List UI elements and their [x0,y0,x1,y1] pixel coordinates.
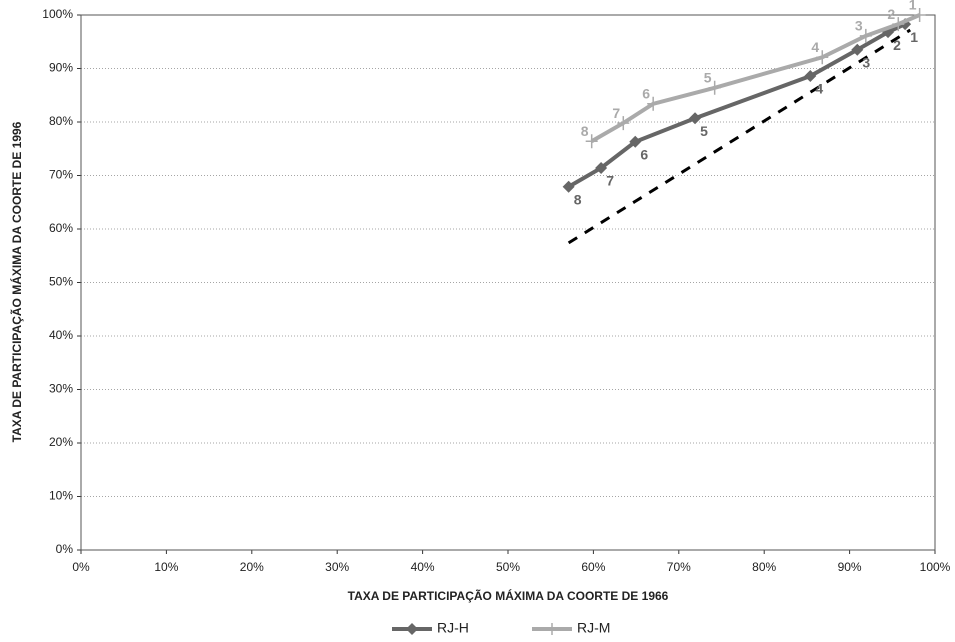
series-line [567,22,906,189]
y-tick-label: 10% [49,489,73,503]
reference-line [567,28,912,245]
plot-frame [80,14,936,551]
point-marker [689,112,702,125]
point-label: 2 [893,37,901,53]
point-label: 1 [909,0,917,13]
y-tick-label: 70% [49,168,73,182]
series-line [590,13,921,143]
point-marker [647,96,660,111]
point-label: 5 [700,123,708,139]
point-marker [892,17,905,32]
x-tick-label: 60% [581,560,605,574]
x-axis-title: TAXA DE PARTICIPAÇÃO MÁXIMA DA COORTE DE… [348,588,669,603]
point-label: 7 [606,173,614,189]
y-tick-label: 30% [49,382,73,396]
x-tick-label: 10% [154,560,178,574]
point-label: 4 [815,81,823,97]
point-marker [804,69,817,82]
point-label: 7 [612,105,620,121]
point-marker [913,8,926,22]
point-marker [585,134,598,149]
point-marker [562,180,575,193]
x-tick-label: 40% [411,560,435,574]
point-marker [851,43,864,56]
y-tick-label: 40% [49,328,73,342]
x-tick-label: 20% [240,560,264,574]
legend-label: RJ-M [577,620,610,636]
y-tick-label: 80% [49,114,73,128]
point-label: 1 [910,29,918,45]
point-label: 4 [811,39,819,55]
point-marker [595,162,608,175]
point-label: 3 [855,18,863,34]
x-tick-label: 50% [496,560,520,574]
y-tick-label: 90% [49,61,73,75]
point-marker [859,28,872,43]
y-tick-label: 100% [42,7,73,21]
point-label: 8 [574,191,582,207]
point-marker [617,116,630,131]
point-label: 6 [640,146,648,162]
point-marker [816,50,829,65]
legend-marker [406,623,418,635]
y-tick-label: 50% [49,275,73,289]
x-tick-label: 0% [72,560,90,574]
legend-label: RJ-H [437,620,469,636]
y-axis-title: TAXA DE PARTICIPAÇÃO MÁXIMA DA COORTE DE… [9,121,24,442]
x-tick-label: 80% [752,560,776,574]
y-tick-label: 0% [56,542,74,556]
y-tick-label: 60% [49,221,73,235]
y-tick-label: 20% [49,435,73,449]
x-tick-label: 70% [667,560,691,574]
point-label: 5 [704,69,712,85]
point-label: 3 [862,54,870,70]
point-label: 8 [581,123,589,139]
point-label: 6 [642,86,650,102]
point-marker [708,80,721,95]
x-tick-label: 100% [920,560,951,574]
x-tick-label: 90% [838,560,862,574]
x-tick-label: 30% [325,560,349,574]
point-marker [629,135,642,148]
point-label: 2 [887,6,895,22]
